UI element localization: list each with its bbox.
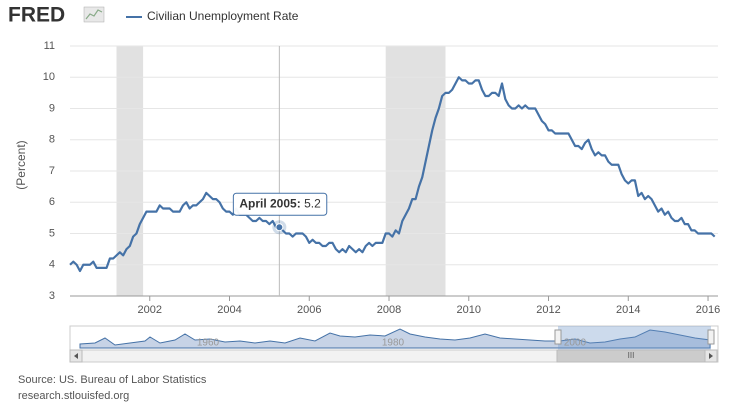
x-tick-label: 2010 [457,304,481,316]
y-axis-label: (Percent) [14,140,28,189]
y-tick-label: 11 [44,40,55,52]
tooltip-separator: : [297,196,304,210]
y-tick-label: 3 [49,290,55,302]
scrollbar-grip: III [628,351,635,360]
navigator-handle[interactable] [707,329,715,345]
logo-icon-line [85,9,103,20]
source: Source: US. Bureau of Labor Statistics [18,374,207,386]
x-tick-label: 2006 [297,304,321,316]
series-line [69,76,716,273]
plot: 3 4 5 6 7 8 9 10 11 2002 2004 2006 2008 2010 2012 2014 2… [43,40,721,316]
navigator-selection[interactable] [558,326,711,350]
navigator-label: 1960 [197,338,220,349]
navigator-label: 1980 [382,338,405,349]
logo: FRED [8,4,65,27]
y-tick-label: 10 [43,71,55,83]
x-tick-label: 2016 [696,304,720,316]
x-tick-label: 2004 [217,304,241,316]
y-tick-label: 4 [49,259,55,271]
x-tick-label: 2012 [536,304,560,316]
x-tick-label: 2008 [377,304,401,316]
y-tick-label: 6 [49,196,55,208]
navigator-series [79,328,711,349]
x-tick-label: 2014 [616,304,640,316]
tooltip-text: April 2005: 5.2 [239,196,321,210]
y-tick-label: 5 [49,227,55,239]
scroll-right-arrow [709,353,713,359]
tooltip-value: 5.2 [304,196,321,210]
navigator-handle[interactable] [554,329,562,345]
tooltip [232,192,328,216]
y-tick-label: 8 [49,134,55,146]
site-url[interactable]: research.stlouisfed.org [18,390,129,402]
y-tick-label: 9 [49,102,55,114]
navigator-label: 2000 [564,338,587,349]
scroll-left-arrow [74,353,78,359]
x-tick-label: 2002 [138,304,162,316]
logo-icon [83,6,105,23]
tooltip-label: April 2005 [239,196,297,210]
hover-point [275,223,284,232]
y-tick-label: 7 [49,165,55,177]
legend-label: Civilian Unemployment Rate [147,9,299,23]
